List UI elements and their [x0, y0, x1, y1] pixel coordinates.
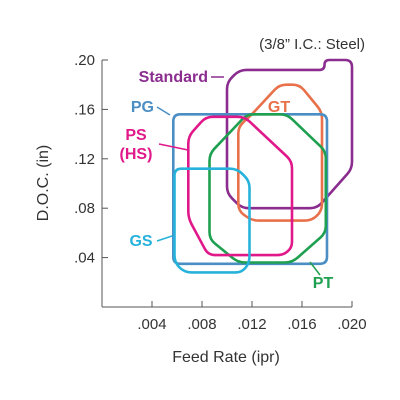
x-axis-title: Feed Rate (ipr) — [172, 349, 280, 366]
x-tick-label: .004 — [137, 316, 166, 333]
region-gs — [173, 167, 251, 274]
y-tick-label: .20 — [74, 52, 95, 69]
y-tick-label: .12 — [74, 151, 95, 168]
x-tick-label: .008 — [187, 316, 216, 333]
region-standard — [225, 58, 354, 210]
leader-line-ps-hs — [158, 143, 189, 151]
region-pt — [208, 113, 328, 264]
y-axis-title: D.O.C. (in) — [35, 145, 52, 221]
chart-regions — [172, 58, 354, 274]
x-tick-label: .012 — [237, 316, 266, 333]
leader-line-pt — [309, 261, 321, 276]
chart-series-labels: Standard GT PG PT PS (HS) GS — [120, 69, 334, 292]
chart-note: (3/8” I.C.: Steel) — [259, 36, 365, 53]
region-gt — [237, 83, 324, 222]
leader-line-gs — [156, 235, 173, 242]
series-label-gt: GT — [268, 99, 290, 116]
y-tick-label: .04 — [74, 250, 95, 267]
region-ps-hs — [187, 115, 294, 257]
leader-line-pg — [156, 106, 171, 116]
x-tick-label: .020 — [337, 316, 366, 333]
series-label-standard: Standard — [139, 69, 208, 86]
y-tick-label: .08 — [74, 200, 95, 217]
series-label-gs: GS — [129, 233, 152, 250]
x-tick-label: .016 — [287, 316, 316, 333]
chart-axes: .004 .008 .012 .016 .020 .04 .08 .12 .16 .20 — [74, 52, 366, 333]
series-label-ps-hs: PS (HS) — [120, 127, 153, 163]
series-label-pg: PG — [131, 99, 154, 116]
y-tick-label: .16 — [74, 101, 95, 118]
series-label-pt: PT — [313, 275, 334, 292]
